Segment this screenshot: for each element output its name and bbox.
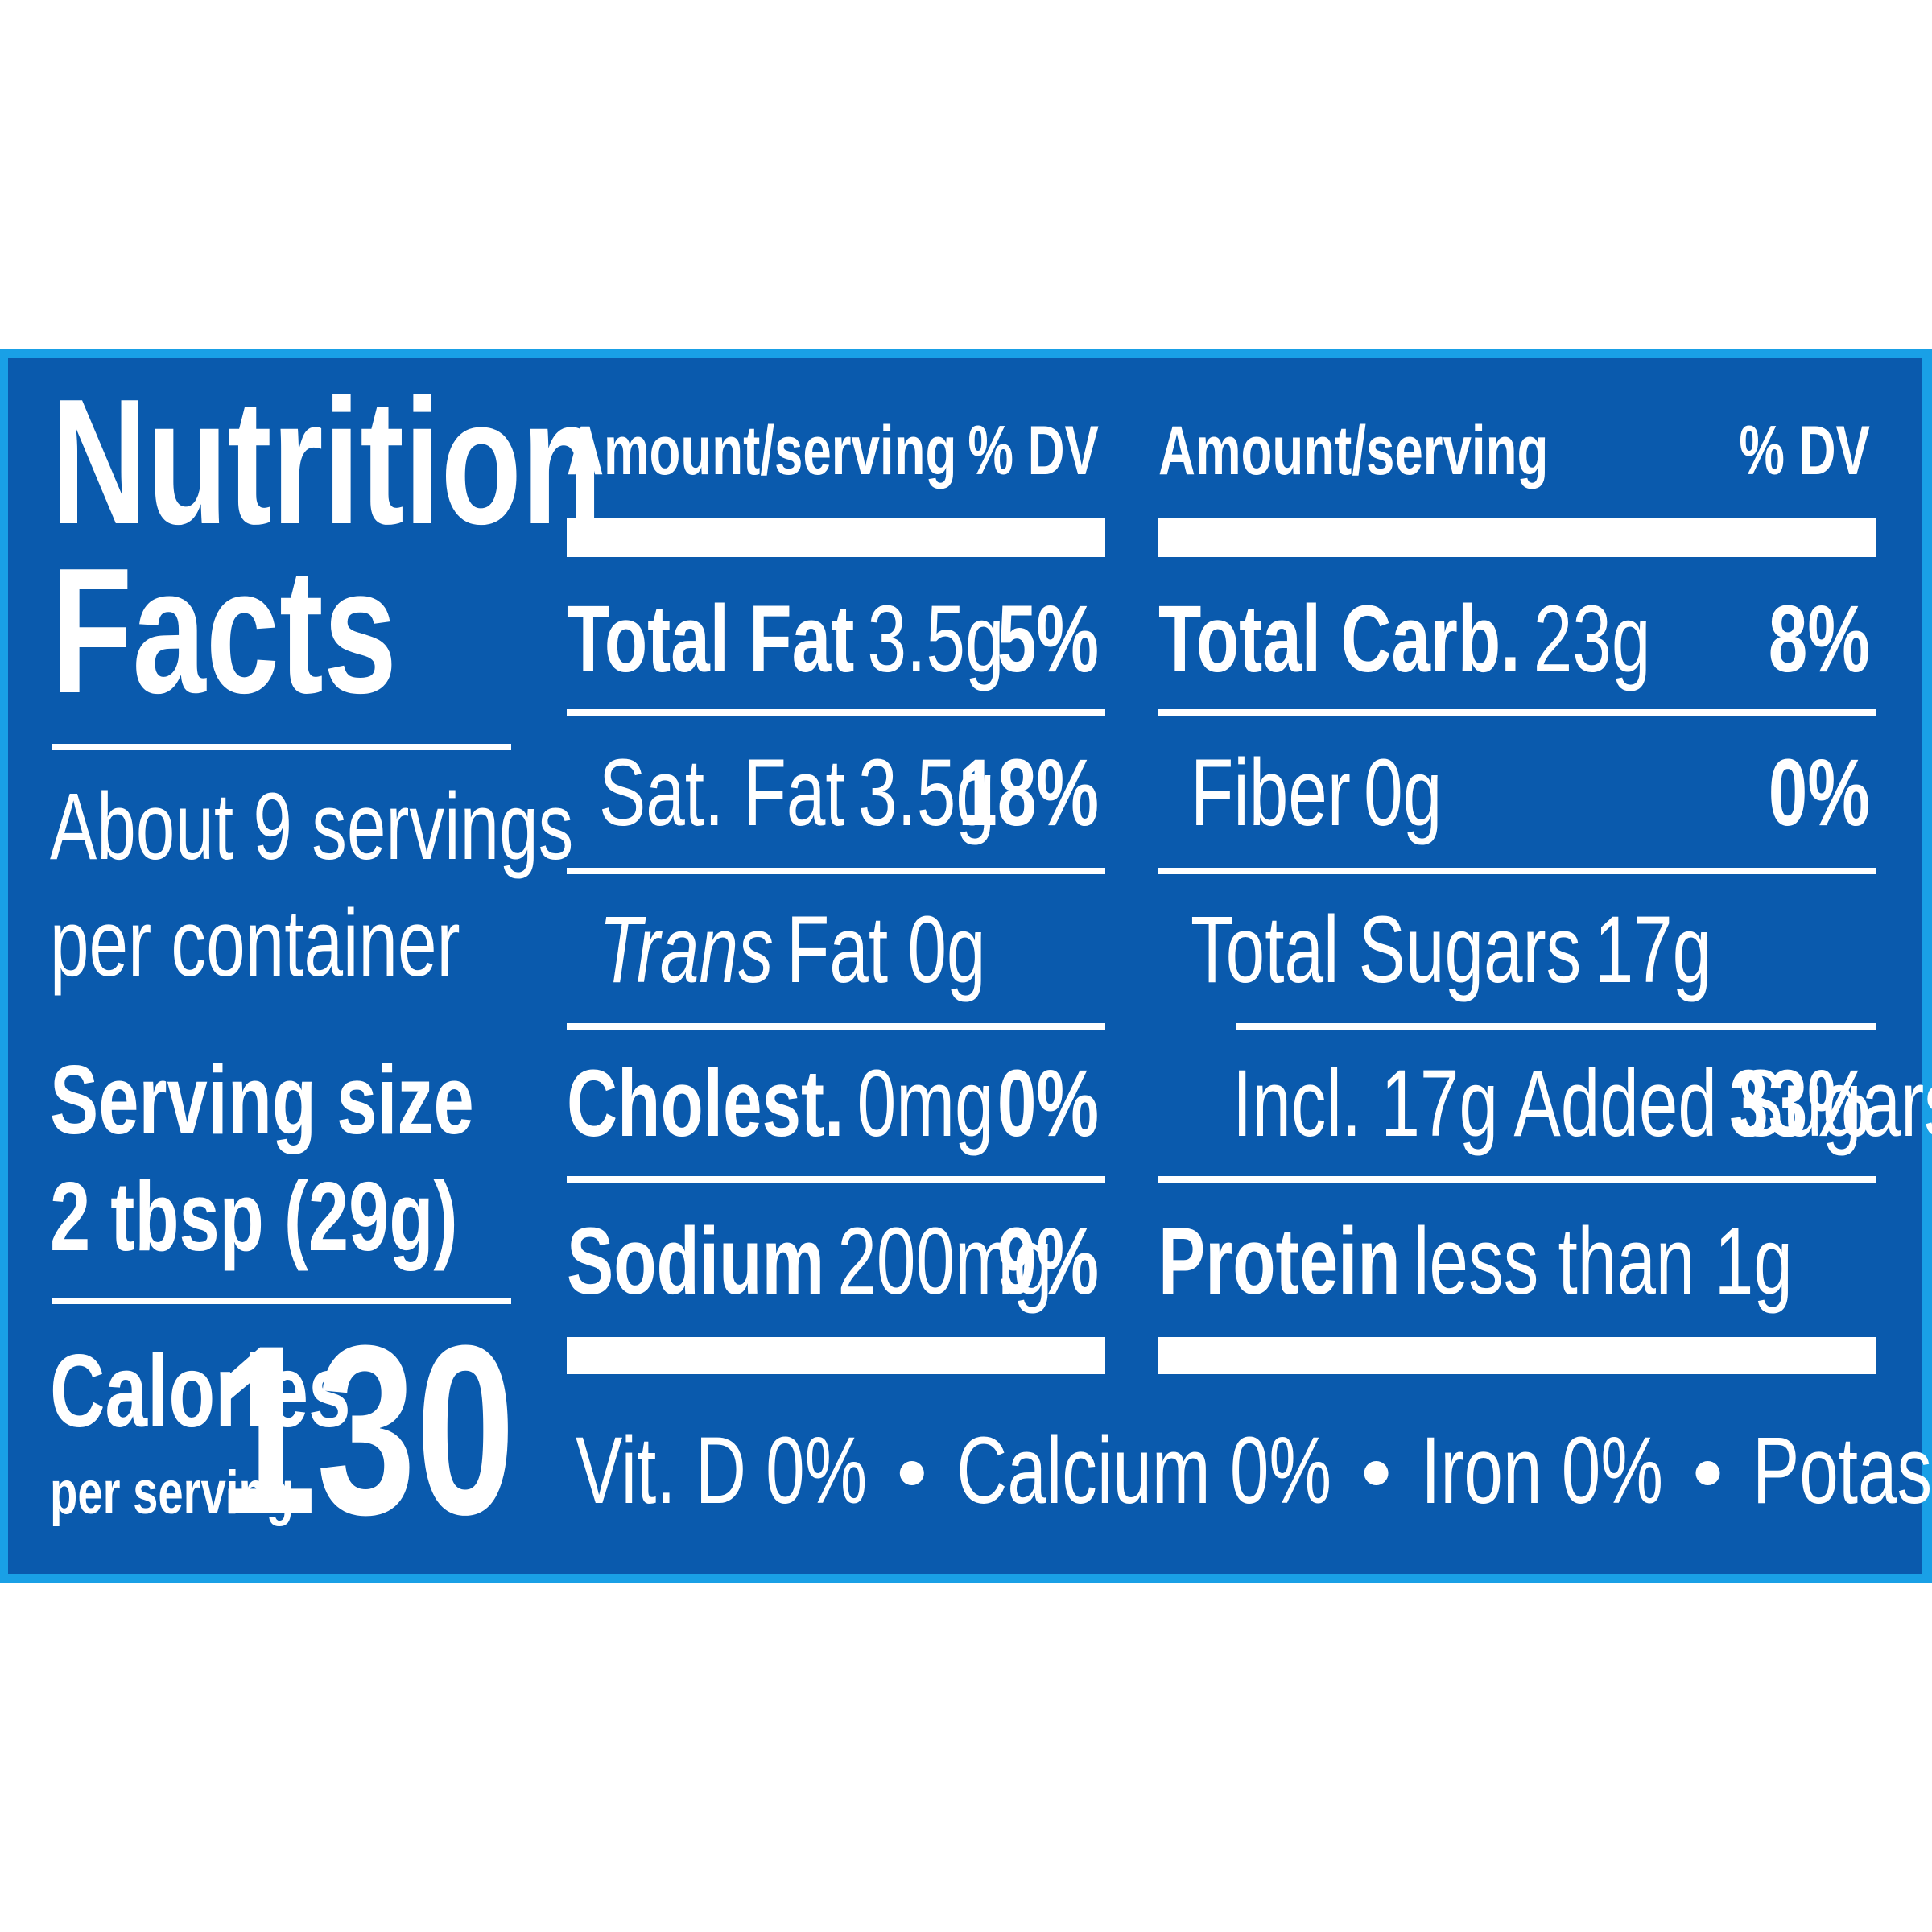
nutrient-dv: 0% [1769, 739, 1870, 845]
calories-label: Calories [50, 1333, 351, 1448]
nutrient-row: Total Fat 3.5g [567, 585, 1004, 691]
calories-sub: per serving [50, 1459, 294, 1527]
nutrient-dv: 0% [997, 1050, 1099, 1156]
serving-size-label: Serving size [50, 1045, 474, 1154]
header-amount: Amount/serving [567, 413, 956, 489]
nutrient-amount: 3.5g [858, 739, 995, 845]
nutrient-row: Cholest. 0mg [567, 1050, 994, 1156]
nutrient-dv: 5% [997, 585, 1099, 691]
rule [567, 709, 1105, 716]
nutrient-dv: 8% [1769, 585, 1870, 691]
nutrient-row: Incl. 17g Added Sugars [1232, 1050, 1932, 1156]
nutrient-row: Sodium 200mg [567, 1208, 1052, 1314]
header-dv: % DV [1739, 413, 1870, 489]
bullet [1695, 1461, 1720, 1485]
nutrient-name: Total Fat [567, 585, 854, 691]
footer-item: Calcium 0% [956, 1417, 1331, 1523]
nutrient-amount: Fat 0g [786, 896, 986, 1002]
rule [567, 868, 1105, 874]
nutrient-name: Total Carb. [1158, 585, 1520, 691]
footer-item: Vit. D 0% [576, 1417, 867, 1523]
rules [567, 518, 1876, 1374]
header-amount: Amount/serving [1158, 413, 1548, 489]
rule [1158, 1176, 1876, 1183]
nutrient-name: Fiber [1191, 739, 1351, 845]
thick-bar [567, 1337, 1105, 1374]
nutrient-row: Trans Fat 0g [599, 896, 985, 1002]
nutrient-name: Incl. 17g Added Sugars [1232, 1050, 1932, 1156]
divider [52, 1298, 511, 1304]
rule [1158, 709, 1876, 716]
nutrient-dv: 18% [958, 739, 1099, 845]
nutrient-name: Cholest. [567, 1050, 844, 1156]
nutrient-name: Protein [1158, 1208, 1401, 1314]
thick-bar [1158, 1337, 1876, 1374]
thick-bar [567, 518, 1105, 557]
nutrient-dv: 33% [1729, 1050, 1870, 1156]
servings: per container [50, 890, 460, 996]
footer-item: Potas. 4% [1752, 1417, 1932, 1523]
nutrient-row: Total Sugars 17g [1191, 896, 1711, 1002]
nutrient-amount: 0g [1364, 739, 1442, 845]
nutrient-row: Protein less than 1g [1158, 1208, 1793, 1314]
nutrient-amount: less than 1g [1414, 1208, 1793, 1314]
nutrient-amount: 23g [1534, 585, 1651, 691]
title: Facts [52, 531, 397, 731]
nutrient-row: Sat. Fat 3.5g [599, 739, 995, 845]
nutrient-row: Fiber 0g [1191, 739, 1442, 845]
bullet [1364, 1461, 1389, 1485]
rule [567, 1176, 1105, 1183]
serving-size-value: 2 tbsp (29g) [50, 1162, 458, 1271]
nutrient-amount: 200mg [837, 1208, 1052, 1314]
nutrient-row: Total Carb. 23g [1158, 585, 1650, 691]
nutrient-dv: 9% [997, 1208, 1099, 1314]
calories-value: 130 [217, 1294, 515, 1564]
bullet [899, 1461, 924, 1485]
footer-item: Iron 0% [1421, 1417, 1663, 1523]
nutrient-name: Sodium [567, 1208, 824, 1314]
divider [52, 744, 511, 750]
nutrient-amount: 17g [1595, 896, 1712, 1002]
nutrient-name: Total Sugars [1191, 896, 1581, 1002]
nutrient-amount: 3.5g [868, 585, 1005, 691]
header-dv: % DV [968, 413, 1099, 489]
title: Nutrition [52, 362, 602, 562]
rule [567, 1023, 1105, 1030]
footer: Vit. D 0% Calcium 0% Iron 0% Potas. 4% [576, 1417, 1932, 1523]
nutrient-name: Sat. Fat [599, 739, 845, 845]
thick-bar [1158, 518, 1876, 557]
servings: About 9 servings [50, 773, 573, 879]
nutrient-name: Trans [599, 896, 774, 1002]
nutrient-amount: 0mg [857, 1050, 994, 1156]
rule [1236, 1023, 1876, 1030]
rule [1158, 868, 1876, 874]
